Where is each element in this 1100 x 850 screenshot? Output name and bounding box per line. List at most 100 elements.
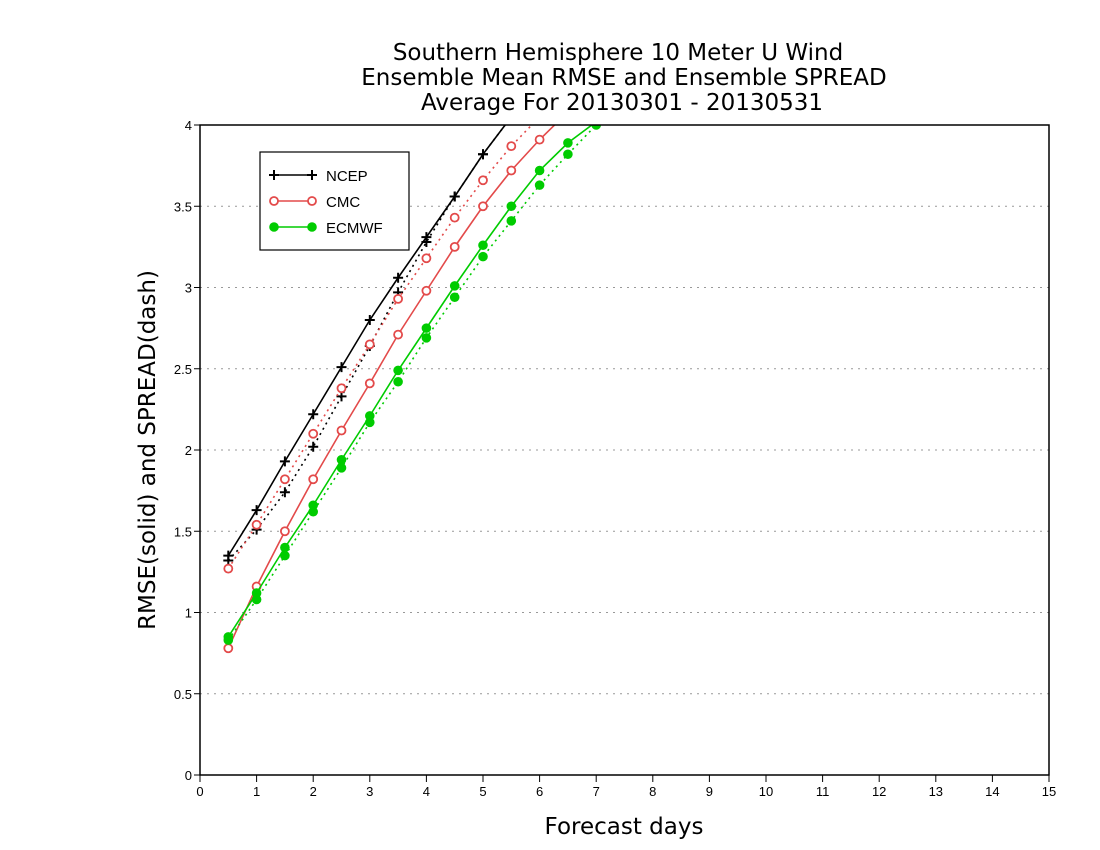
cmc-spread-point — [449, 212, 460, 223]
ncep-spread-point — [308, 441, 319, 452]
legend-label-cmc: CMC — [326, 194, 360, 211]
series-layer — [223, 125, 601, 654]
legend-marker-ecmwf — [269, 222, 279, 232]
ecmwf-rmse-line — [227, 125, 594, 638]
x-tick-label: 2 — [310, 784, 317, 799]
ecmwf-rmse-point — [223, 632, 234, 642]
x-tick-label: 10 — [759, 784, 773, 799]
cmc-spread-point — [336, 383, 347, 394]
ncep-spread-line — [227, 125, 507, 562]
ecmwf-rmse-point — [308, 500, 319, 511]
cmc-rmse-point — [534, 134, 545, 145]
cmc-rmse-point — [449, 241, 460, 252]
ecmwf-spread-point — [393, 376, 403, 387]
x-tick-label: 5 — [479, 784, 486, 799]
legend-marker-ncep — [307, 170, 317, 180]
y-axis-label: RMSE(solid) and SPREAD(dash) — [135, 270, 161, 630]
y-tick-label: 3 — [185, 281, 192, 296]
x-tick-label: 14 — [985, 784, 999, 799]
ecmwf-rmse-point — [478, 240, 488, 251]
ecmwf-spread-point — [478, 251, 488, 262]
ncep-rmse-point — [478, 149, 488, 160]
x-tick-label: 4 — [423, 784, 430, 799]
x-tick-label: 9 — [706, 784, 713, 799]
ncep-rmse-point — [364, 315, 375, 325]
ecmwf-rmse-point — [251, 588, 262, 598]
ecmwf-rmse-point — [280, 542, 290, 553]
ecmwf-rmse-point — [365, 411, 375, 421]
legend-marker-ncep — [269, 170, 279, 180]
ecmwf-rmse-point — [421, 323, 432, 333]
y-tick-label: 2.5 — [174, 362, 192, 377]
cmc-rmse-point — [478, 201, 488, 212]
x-axis-label: Forecast days — [545, 814, 704, 840]
cmc-spread-point — [308, 428, 319, 439]
x-axis: 0 1 2 3 4 5 6 7 8 9 10 11 12 13 14 15 — [196, 775, 1056, 799]
ecmwf-rmse-point — [563, 138, 573, 148]
ecmwf-spread-point — [449, 292, 460, 303]
ecmwf-spread-point — [421, 333, 432, 343]
ecmwf-spread-point — [591, 125, 601, 130]
legend-label-ecmwf: ECMWF — [326, 220, 383, 237]
ncep-rmse-point — [251, 505, 262, 516]
x-tick-label: 11 — [816, 784, 830, 799]
cmc-spread-point — [506, 141, 517, 152]
cmc-spread-point — [393, 293, 404, 304]
cmc-rmse-point — [336, 425, 347, 436]
ecmwf-rmse-point — [393, 365, 403, 376]
cmc-rmse-point — [393, 329, 404, 340]
x-tick-label: 0 — [196, 784, 203, 799]
chart-title-line-1: Southern Hemisphere 10 Meter U Wind — [393, 40, 843, 66]
x-tick-label: 12 — [872, 784, 886, 799]
cmc-spread-point — [421, 253, 432, 264]
legend-marker-cmc — [269, 196, 279, 206]
ncep-rmse-point — [223, 550, 234, 561]
ncep-rmse-point — [393, 272, 404, 283]
cmc-rmse-point — [506, 165, 517, 176]
x-tick-label: 6 — [536, 784, 543, 799]
ncep-rmse-point — [336, 362, 347, 373]
ncep-spread-point — [279, 487, 290, 498]
cmc-rmse-point — [421, 285, 432, 296]
y-axis: 0 0.5 1 1.5 2 2.5 3 3.5 4 — [174, 118, 200, 783]
ecmwf-spread-point — [506, 216, 517, 226]
cmc-spread-point — [364, 339, 375, 350]
chart-title-line-2: Ensemble Mean RMSE and Ensemble SPREAD — [361, 65, 886, 91]
ecmwf-rmse-point — [449, 281, 460, 291]
legend-marker-cmc — [307, 196, 317, 206]
x-tick-label: 8 — [649, 784, 656, 799]
legend-marker-ecmwf — [307, 222, 317, 232]
y-tick-label: 2 — [185, 443, 192, 458]
cmc-rmse-point — [279, 526, 290, 537]
cmc-spread-point — [478, 175, 488, 186]
y-tick-label: 1.5 — [174, 524, 192, 539]
cmc-spread-point — [251, 519, 262, 530]
y-tick-label: 0 — [185, 768, 192, 783]
cmc-rmse-point — [308, 474, 319, 485]
y-tick-label: 1 — [185, 606, 192, 621]
ncep-rmse-point — [449, 191, 460, 202]
ecmwf-spread-point — [563, 149, 573, 160]
cmc-spread-point — [279, 474, 290, 485]
x-tick-label: 13 — [929, 784, 943, 799]
x-tick-label: 7 — [593, 784, 600, 799]
x-tick-label: 3 — [366, 784, 373, 799]
chart-title-line-3: Average For 20130301 - 20130531 — [421, 90, 823, 116]
ecmwf-spread-point — [534, 180, 545, 190]
legend-label-ncep: NCEP — [326, 168, 368, 185]
ncep-rmse-point — [421, 232, 432, 243]
y-tick-label: 3.5 — [174, 199, 192, 214]
legend: NCEP CMC ECMWF — [259, 151, 410, 251]
x-tick-label: 1 — [253, 784, 260, 799]
ecmwf-rmse-point — [534, 165, 545, 176]
y-tick-label: 0.5 — [174, 687, 192, 702]
y-tick-label: 4 — [185, 118, 192, 133]
cmc-rmse-point — [223, 643, 234, 654]
cmc-rmse-point — [364, 378, 375, 389]
cmc-spread-line — [227, 125, 533, 570]
ncep-rmse-point — [308, 409, 319, 420]
ncep-rmse-point — [279, 456, 290, 467]
ecmwf-rmse-point — [336, 454, 347, 465]
cmc-spread-point — [223, 563, 234, 574]
